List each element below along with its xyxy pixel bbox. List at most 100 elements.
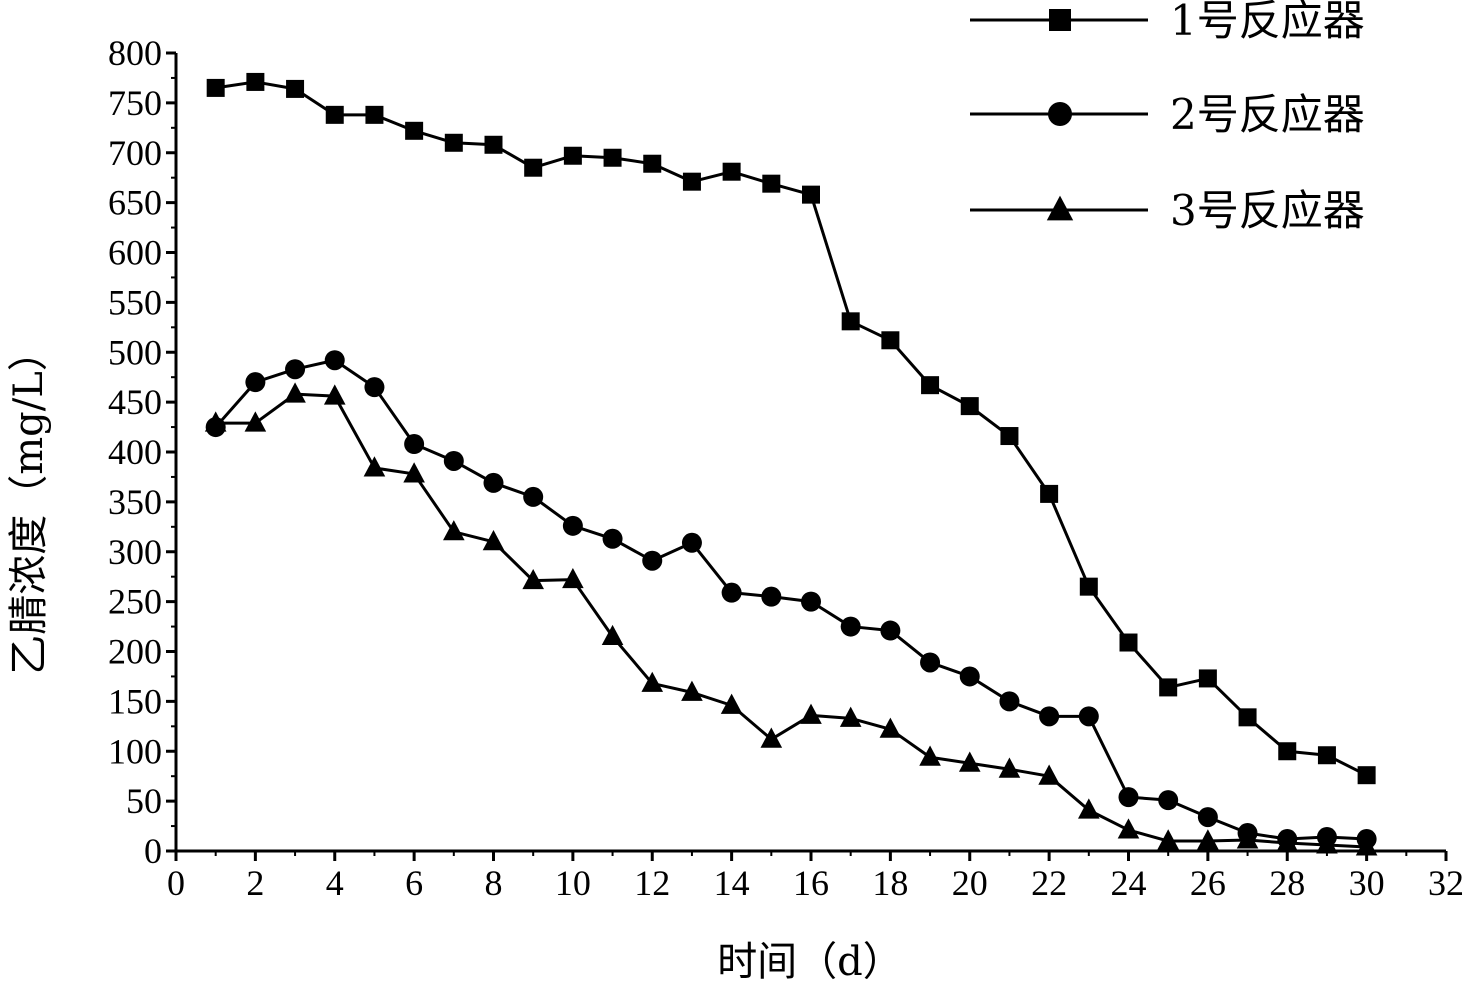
data-point — [722, 162, 741, 181]
data-point — [880, 620, 901, 641]
y-tick-label: 400 — [108, 432, 162, 472]
data-point — [999, 691, 1020, 712]
data-point — [1000, 427, 1019, 446]
x-tick-label: 16 — [793, 863, 829, 903]
data-point — [1197, 807, 1218, 828]
y-tick-label: 50 — [126, 781, 162, 821]
data-point — [761, 586, 782, 607]
x-tick-label: 6 — [405, 863, 423, 903]
data-point — [681, 532, 702, 553]
data-point — [682, 172, 701, 191]
series-2 — [205, 350, 1377, 850]
data-point — [762, 174, 781, 193]
data-point — [324, 350, 345, 371]
legend-marker — [1046, 195, 1074, 221]
data-point — [1158, 790, 1179, 811]
x-axis-title: 时间（d） — [717, 939, 903, 985]
data-point — [444, 133, 463, 152]
data-point — [562, 515, 583, 536]
legend-marker — [1048, 102, 1072, 126]
data-point — [960, 397, 979, 416]
data-point — [443, 520, 465, 541]
data-point — [1317, 746, 1336, 765]
y-tick-label: 700 — [108, 133, 162, 173]
data-point — [602, 528, 623, 549]
x-tick-label: 20 — [952, 863, 988, 903]
x-tick-label: 12 — [634, 863, 670, 903]
data-point — [365, 105, 384, 124]
data-point — [920, 652, 941, 673]
data-point — [919, 745, 941, 766]
y-tick-label: 100 — [108, 731, 162, 771]
data-point — [403, 462, 425, 483]
y-tick-label: 200 — [108, 632, 162, 672]
axes: 0501001502002503003504004505005506006507… — [108, 33, 1464, 903]
x-tick-label: 4 — [326, 863, 344, 903]
x-tick-label: 14 — [714, 863, 750, 903]
legend-item-1: 1号反应器 — [970, 0, 1365, 45]
data-point — [484, 135, 503, 154]
data-point — [643, 154, 662, 173]
data-point — [1316, 833, 1338, 854]
data-point — [642, 550, 663, 571]
data-point — [720, 693, 743, 714]
data-point — [801, 591, 821, 612]
legend-item-2: 2号反应器 — [970, 90, 1365, 139]
x-tick-label: 26 — [1190, 863, 1226, 903]
data-point — [284, 382, 306, 403]
data-point — [760, 727, 783, 748]
data-point — [1039, 706, 1060, 727]
data-point — [405, 121, 424, 140]
series-1 — [206, 72, 1376, 785]
y-tick-label: 300 — [108, 532, 162, 572]
data-point — [1355, 835, 1378, 856]
data-point — [1078, 706, 1099, 727]
data-point — [524, 158, 543, 177]
data-point — [364, 377, 385, 398]
series-3 — [204, 382, 1378, 856]
data-point — [523, 486, 544, 507]
data-point — [601, 624, 624, 646]
data-point — [841, 312, 860, 331]
x-tick-label: 0 — [167, 863, 185, 903]
data-point — [1119, 633, 1138, 652]
x-tick-label: 32 — [1428, 863, 1464, 903]
data-point — [721, 582, 742, 603]
data-point — [285, 359, 306, 380]
data-point — [482, 530, 505, 551]
data-point — [879, 717, 902, 738]
y-tick-label: 750 — [108, 83, 162, 123]
series-line — [215, 392, 1367, 849]
series-layer — [204, 72, 1378, 856]
legend: 1号反应器 2号反应器 3号反应器 — [970, 0, 1365, 235]
data-point — [1159, 678, 1178, 697]
y-tick-label: 150 — [108, 681, 162, 721]
data-point — [404, 434, 425, 455]
data-point — [840, 616, 861, 637]
data-point — [204, 411, 227, 432]
data-point — [1117, 818, 1140, 839]
data-point — [998, 757, 1021, 778]
data-point — [1040, 484, 1059, 503]
data-point — [245, 372, 266, 393]
legend-label: 3号反应器 — [1170, 186, 1365, 235]
data-point — [562, 567, 584, 589]
legend-label: 1号反应器 — [1170, 0, 1365, 45]
data-point — [363, 456, 386, 477]
x-tick-label: 10 — [555, 863, 591, 903]
data-point — [839, 706, 862, 727]
y-tick-label: 600 — [108, 233, 162, 273]
data-point — [1197, 829, 1219, 850]
legend-item-3: 3号反应器 — [970, 186, 1365, 235]
y-tick-label: 800 — [108, 33, 162, 73]
x-tick-label: 28 — [1269, 863, 1305, 903]
x-tick-label: 8 — [485, 863, 503, 903]
data-point — [323, 384, 346, 405]
legend-marker — [1049, 9, 1071, 31]
legend-label: 2号反应器 — [1170, 90, 1365, 139]
data-point — [1236, 828, 1259, 849]
data-point — [563, 146, 582, 165]
data-point — [921, 376, 940, 395]
y-tick-label: 500 — [108, 332, 162, 372]
